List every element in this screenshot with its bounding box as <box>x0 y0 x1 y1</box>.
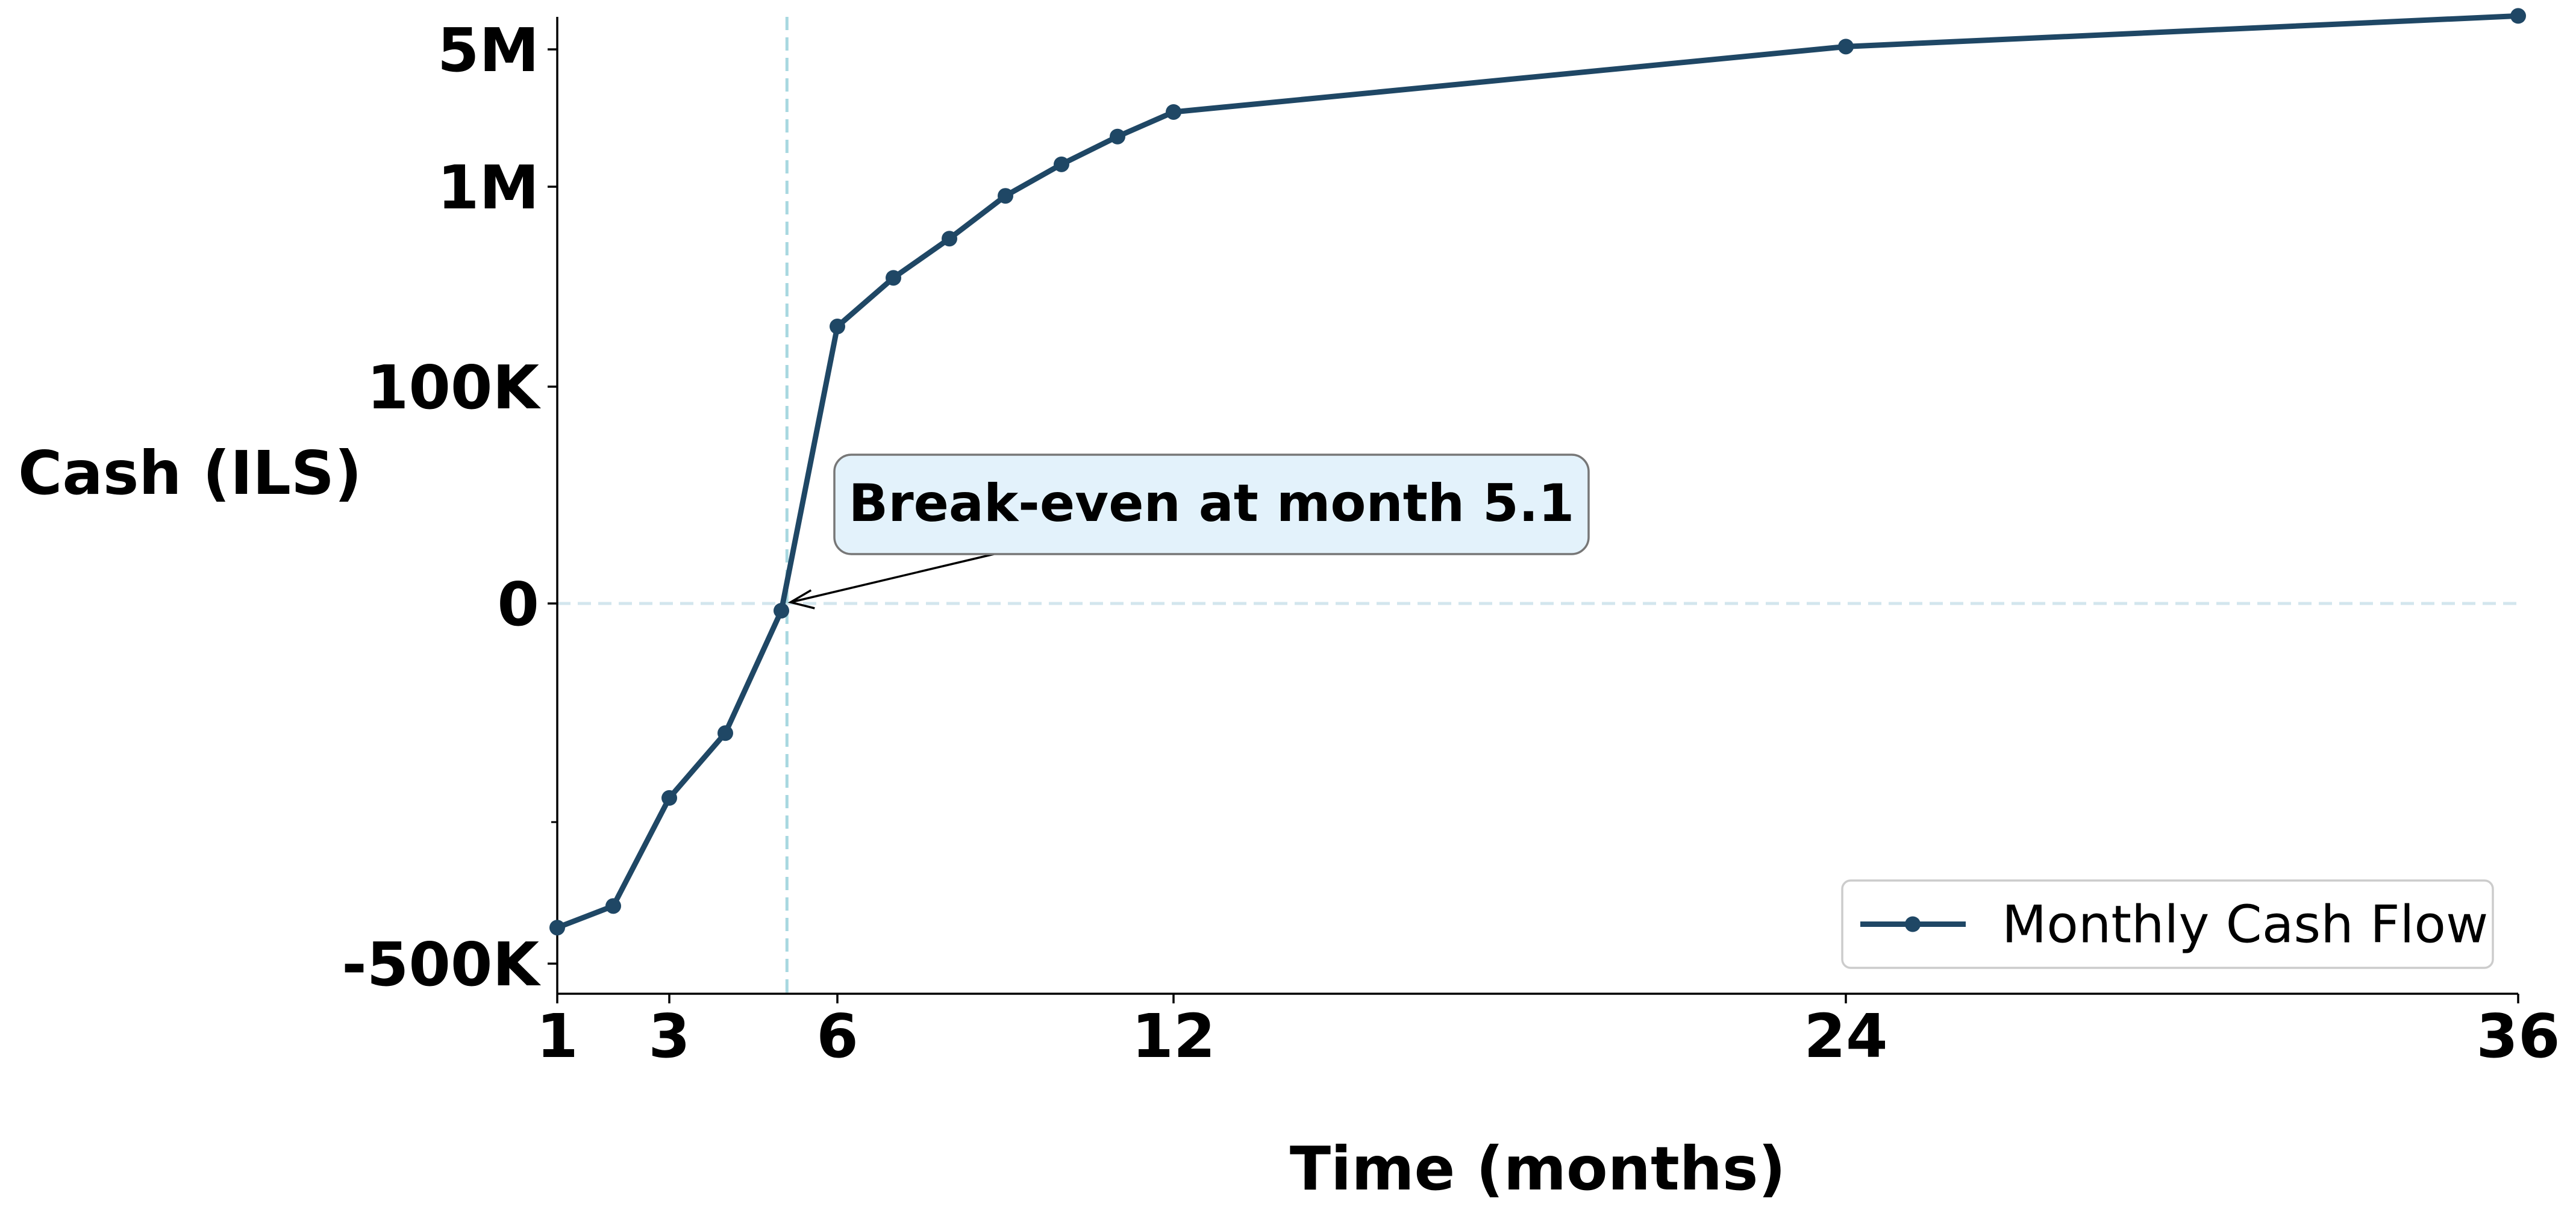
data-point <box>998 188 1013 204</box>
y-tick-label: 5M <box>437 15 539 86</box>
data-point <box>830 319 845 335</box>
x-tick-label: 24 <box>1804 1001 1887 1071</box>
y-tick-label: 0 <box>497 569 539 640</box>
y-axis-title: Cash (ILS) <box>18 438 362 508</box>
legend: Monthly Cash Flow <box>1841 879 2494 969</box>
x-axis-title: Time (months) <box>1290 1133 1786 1204</box>
data-point <box>549 920 565 936</box>
y-tick-label: 1M <box>437 152 539 223</box>
annotation-arrow-head <box>787 589 815 609</box>
annotation-text: Break-even at month 5.1 <box>849 473 1575 534</box>
x-tick-label: 12 <box>1131 1001 1215 1071</box>
data-point <box>774 602 789 619</box>
data-point <box>942 231 957 247</box>
legend-box <box>1841 879 2494 969</box>
data-point <box>2510 8 2526 24</box>
x-tick-label: 1 <box>536 1001 578 1071</box>
legend-label: Monthly Cash Flow <box>2002 895 2488 955</box>
x-tick-label: 36 <box>2476 1001 2560 1071</box>
data-point <box>605 898 621 914</box>
data-point <box>1166 104 1181 120</box>
series <box>549 8 2526 936</box>
axes <box>548 17 2519 1003</box>
data-point <box>1110 128 1125 145</box>
data-point <box>1838 39 1854 55</box>
y-tick-label: 100K <box>367 352 542 423</box>
y-tick-label: -500K <box>342 929 541 1000</box>
data-point <box>717 725 733 741</box>
x-tick-label: 3 <box>648 1001 690 1071</box>
data-point <box>661 790 677 806</box>
series-line-monthly-cash-flow <box>554 13 2521 931</box>
annotation: Break-even at month 5.1 <box>787 454 1590 609</box>
data-point <box>886 270 901 286</box>
x-tick-label: 6 <box>816 1001 858 1071</box>
legend-marker-swatch <box>1905 916 1921 932</box>
annotation-box <box>833 454 1590 555</box>
data-point <box>1054 156 1069 172</box>
annotation-arrow-line <box>790 553 995 603</box>
